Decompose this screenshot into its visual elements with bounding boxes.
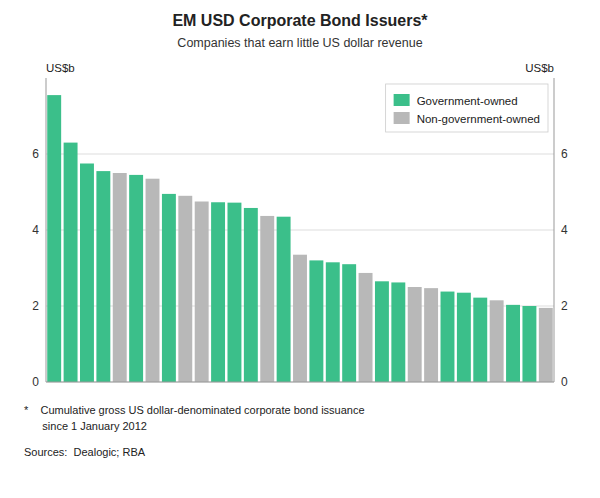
- legend-label: Government-owned: [417, 95, 518, 107]
- y-tick-label: 6: [32, 147, 39, 161]
- grid-line: [46, 382, 554, 383]
- legend-swatch: [394, 112, 410, 124]
- legend: Government-owned Non-government-owned: [386, 84, 548, 132]
- bar: [326, 262, 340, 382]
- y-axis-label: US$b: [46, 62, 75, 74]
- bar: [47, 95, 61, 382]
- bar: [473, 298, 487, 382]
- bar: [129, 175, 143, 382]
- y2-axis-line: [554, 78, 555, 382]
- x-axis-line: [46, 382, 554, 383]
- annotation: Sources: Dealogic; RBA: [24, 446, 146, 458]
- bar: [277, 217, 291, 382]
- y2-tick-label: 4: [561, 223, 568, 237]
- bar: [539, 308, 553, 382]
- chart: EM USD Corporate Bond Issuers* Companies …: [0, 0, 600, 498]
- bar: [146, 179, 160, 382]
- bar: [162, 194, 176, 382]
- bar: [490, 300, 504, 382]
- y2-tick-label: 2: [561, 299, 568, 313]
- bar: [441, 292, 455, 382]
- y-tick-label: 2: [32, 299, 39, 313]
- bar: [408, 287, 422, 382]
- annotation: * Cumulative gross US dollar-denominated…: [24, 404, 365, 416]
- legend-frame: [386, 84, 548, 132]
- bar-series: [47, 95, 536, 382]
- bar: [391, 282, 405, 382]
- y2-tick-label: 0: [561, 375, 568, 389]
- title: EM USD Corporate Bond Issuers*: [172, 12, 428, 29]
- bar: [195, 202, 209, 383]
- bar-series: [113, 173, 553, 382]
- bar: [293, 255, 307, 382]
- y2-axis-label: US$b: [525, 62, 554, 74]
- bar: [178, 196, 192, 382]
- bar: [309, 260, 323, 382]
- bar: [113, 173, 127, 382]
- bar: [64, 143, 78, 382]
- bar: [457, 293, 471, 382]
- bar: [227, 203, 241, 382]
- bar: [260, 216, 274, 382]
- bar: [244, 208, 258, 382]
- annotation: since 1 January 2012: [24, 420, 147, 432]
- bar: [211, 202, 225, 382]
- bars: [47, 95, 553, 382]
- bar: [342, 264, 356, 382]
- bar: [80, 164, 94, 383]
- grid-line: [46, 154, 554, 155]
- bar: [359, 273, 373, 382]
- y2-tick-label: 6: [561, 147, 568, 161]
- grid: [46, 154, 554, 382]
- legend-swatch: [394, 94, 410, 106]
- bar: [424, 288, 438, 382]
- axes: 0 2 4 6 0 2 4 6: [32, 78, 568, 389]
- legend-label: Non-government-owned: [417, 113, 540, 125]
- bar: [375, 281, 389, 382]
- bar: [522, 306, 536, 382]
- y-tick-label: 4: [32, 223, 39, 237]
- bar: [506, 305, 520, 382]
- y-axis-line: [46, 78, 47, 382]
- bar: [96, 171, 110, 382]
- y-tick-label: 0: [32, 375, 39, 389]
- subtitle: Companies that earn little US dollar rev…: [177, 36, 422, 50]
